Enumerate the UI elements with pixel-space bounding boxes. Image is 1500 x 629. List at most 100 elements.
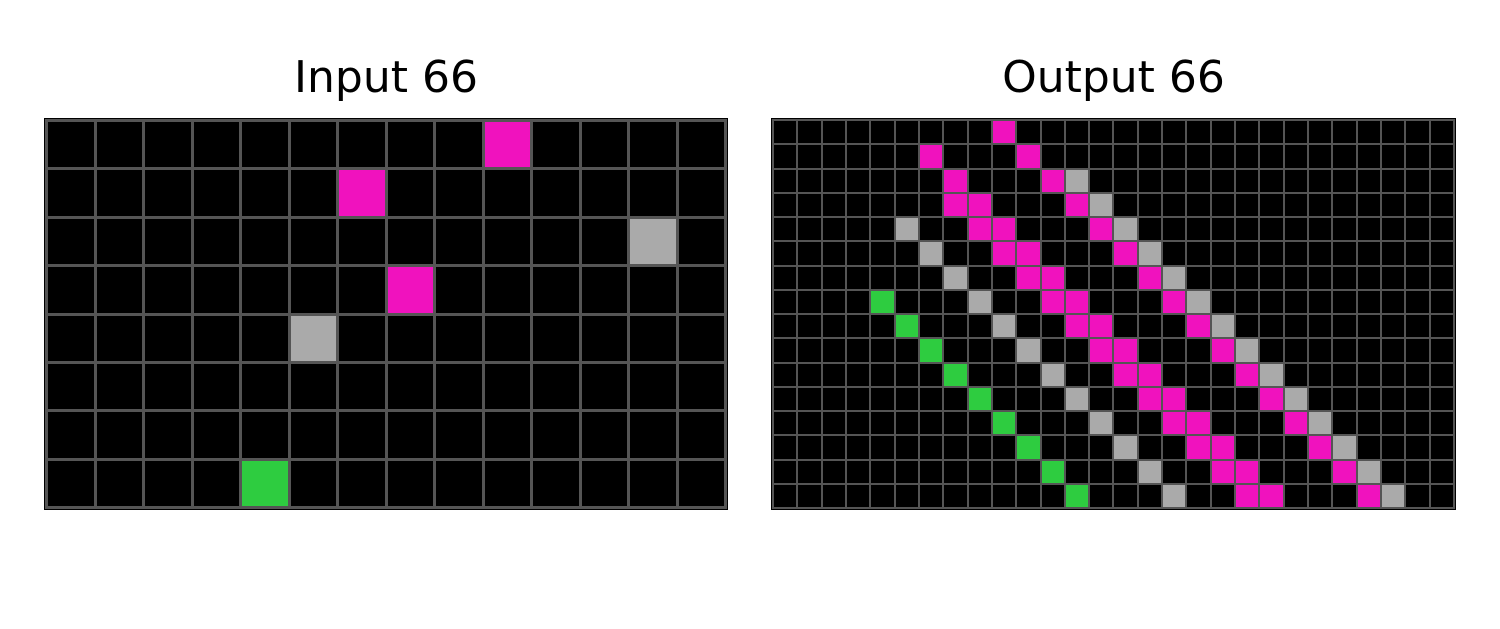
grid-cell bbox=[1333, 193, 1356, 216]
grid-cell bbox=[895, 290, 918, 313]
grid-cell bbox=[1211, 412, 1235, 435]
grid-cell bbox=[1187, 339, 1210, 362]
grid-cell bbox=[1211, 315, 1235, 338]
grid-cell bbox=[387, 170, 433, 216]
grid-cell bbox=[1284, 290, 1308, 313]
grid-cell bbox=[992, 315, 1016, 338]
grid-cell bbox=[1236, 218, 1259, 241]
grid-cell bbox=[774, 387, 797, 410]
grid-cell bbox=[774, 460, 797, 483]
grid-cell bbox=[630, 460, 676, 506]
grid-cell bbox=[846, 145, 870, 168]
grid-cell bbox=[1114, 145, 1137, 168]
grid-cell bbox=[1065, 387, 1089, 410]
grid-cell bbox=[1163, 193, 1186, 216]
grid-cell bbox=[436, 267, 482, 313]
grid-cell bbox=[1309, 315, 1332, 338]
grid-cell bbox=[1333, 436, 1356, 459]
grid-cell bbox=[1017, 363, 1040, 386]
grid-cell bbox=[678, 170, 724, 216]
grid-cell bbox=[944, 484, 967, 507]
grid-cell bbox=[919, 412, 943, 435]
grid-cell bbox=[1114, 266, 1137, 289]
grid-cell bbox=[1090, 412, 1113, 435]
grid-cell bbox=[846, 218, 870, 241]
grid-cell bbox=[1357, 315, 1381, 338]
grid-cell bbox=[774, 121, 797, 144]
grid-cell bbox=[1357, 412, 1381, 435]
grid-cell bbox=[1138, 412, 1162, 435]
grid-cell bbox=[339, 363, 385, 410]
grid-cell bbox=[1163, 339, 1186, 362]
grid-cell bbox=[1430, 169, 1453, 192]
grid-cell bbox=[678, 363, 724, 410]
grid-cell bbox=[1114, 339, 1137, 362]
grid-cell bbox=[1333, 460, 1356, 483]
grid-cell bbox=[919, 484, 943, 507]
grid-cell bbox=[193, 460, 239, 506]
grid-cell bbox=[1211, 363, 1235, 386]
grid-cell bbox=[1357, 339, 1381, 362]
grid-cell bbox=[1187, 218, 1210, 241]
grid-cell bbox=[630, 363, 676, 410]
grid-cell bbox=[1138, 242, 1162, 265]
grid-cell bbox=[871, 436, 894, 459]
grid-cell bbox=[992, 460, 1016, 483]
grid-cell bbox=[919, 387, 943, 410]
grid-cell bbox=[1309, 193, 1332, 216]
grid-cell bbox=[1041, 460, 1064, 483]
grid-cell bbox=[774, 145, 797, 168]
grid-cell bbox=[1430, 315, 1453, 338]
grid-cell bbox=[145, 267, 191, 313]
grid-cell bbox=[1260, 242, 1283, 265]
grid-cell bbox=[871, 145, 894, 168]
grid-cell bbox=[919, 436, 943, 459]
grid-cell bbox=[1187, 387, 1210, 410]
grid-cell bbox=[822, 169, 845, 192]
grid-cell bbox=[1284, 484, 1308, 507]
grid-cell bbox=[1090, 193, 1113, 216]
grid-cell bbox=[895, 169, 918, 192]
grid-cell bbox=[1114, 412, 1137, 435]
grid-cell bbox=[48, 363, 94, 410]
grid-cell bbox=[1333, 242, 1356, 265]
grid-cell bbox=[798, 145, 821, 168]
grid-cell bbox=[48, 122, 94, 168]
grid-cell bbox=[798, 169, 821, 192]
grid-cell bbox=[678, 267, 724, 313]
grid-cell bbox=[992, 387, 1016, 410]
grid-cell bbox=[242, 412, 288, 458]
grid-cell bbox=[1090, 363, 1113, 386]
grid-cell bbox=[1260, 436, 1283, 459]
grid-cell bbox=[387, 363, 433, 410]
grid-cell bbox=[1041, 315, 1064, 338]
grid-cell bbox=[1138, 266, 1162, 289]
grid-cell bbox=[193, 218, 239, 265]
grid-cell bbox=[1114, 315, 1137, 338]
grid-cell bbox=[1284, 169, 1308, 192]
grid-cell bbox=[895, 412, 918, 435]
grid-cell bbox=[387, 267, 433, 313]
grid-cell bbox=[48, 315, 94, 361]
grid-cell bbox=[798, 242, 821, 265]
grid-cell bbox=[48, 412, 94, 458]
grid-cell bbox=[1090, 484, 1113, 507]
grid-cell bbox=[290, 315, 336, 361]
grid-cell bbox=[1260, 412, 1283, 435]
grid-cell bbox=[968, 315, 991, 338]
grid-cell bbox=[944, 193, 967, 216]
grid-cell bbox=[895, 145, 918, 168]
grid-cell bbox=[1041, 121, 1064, 144]
grid-cell bbox=[1430, 363, 1453, 386]
grid-cell bbox=[944, 315, 967, 338]
grid-cell bbox=[630, 122, 676, 168]
grid-cell bbox=[96, 315, 142, 361]
grid-cell bbox=[1333, 266, 1356, 289]
grid-cell bbox=[944, 290, 967, 313]
grid-cell bbox=[630, 170, 676, 216]
grid-cell bbox=[919, 290, 943, 313]
grid-cell bbox=[1260, 484, 1283, 507]
grid-cell bbox=[339, 267, 385, 313]
grid-cell bbox=[822, 145, 845, 168]
grid-cell bbox=[774, 436, 797, 459]
